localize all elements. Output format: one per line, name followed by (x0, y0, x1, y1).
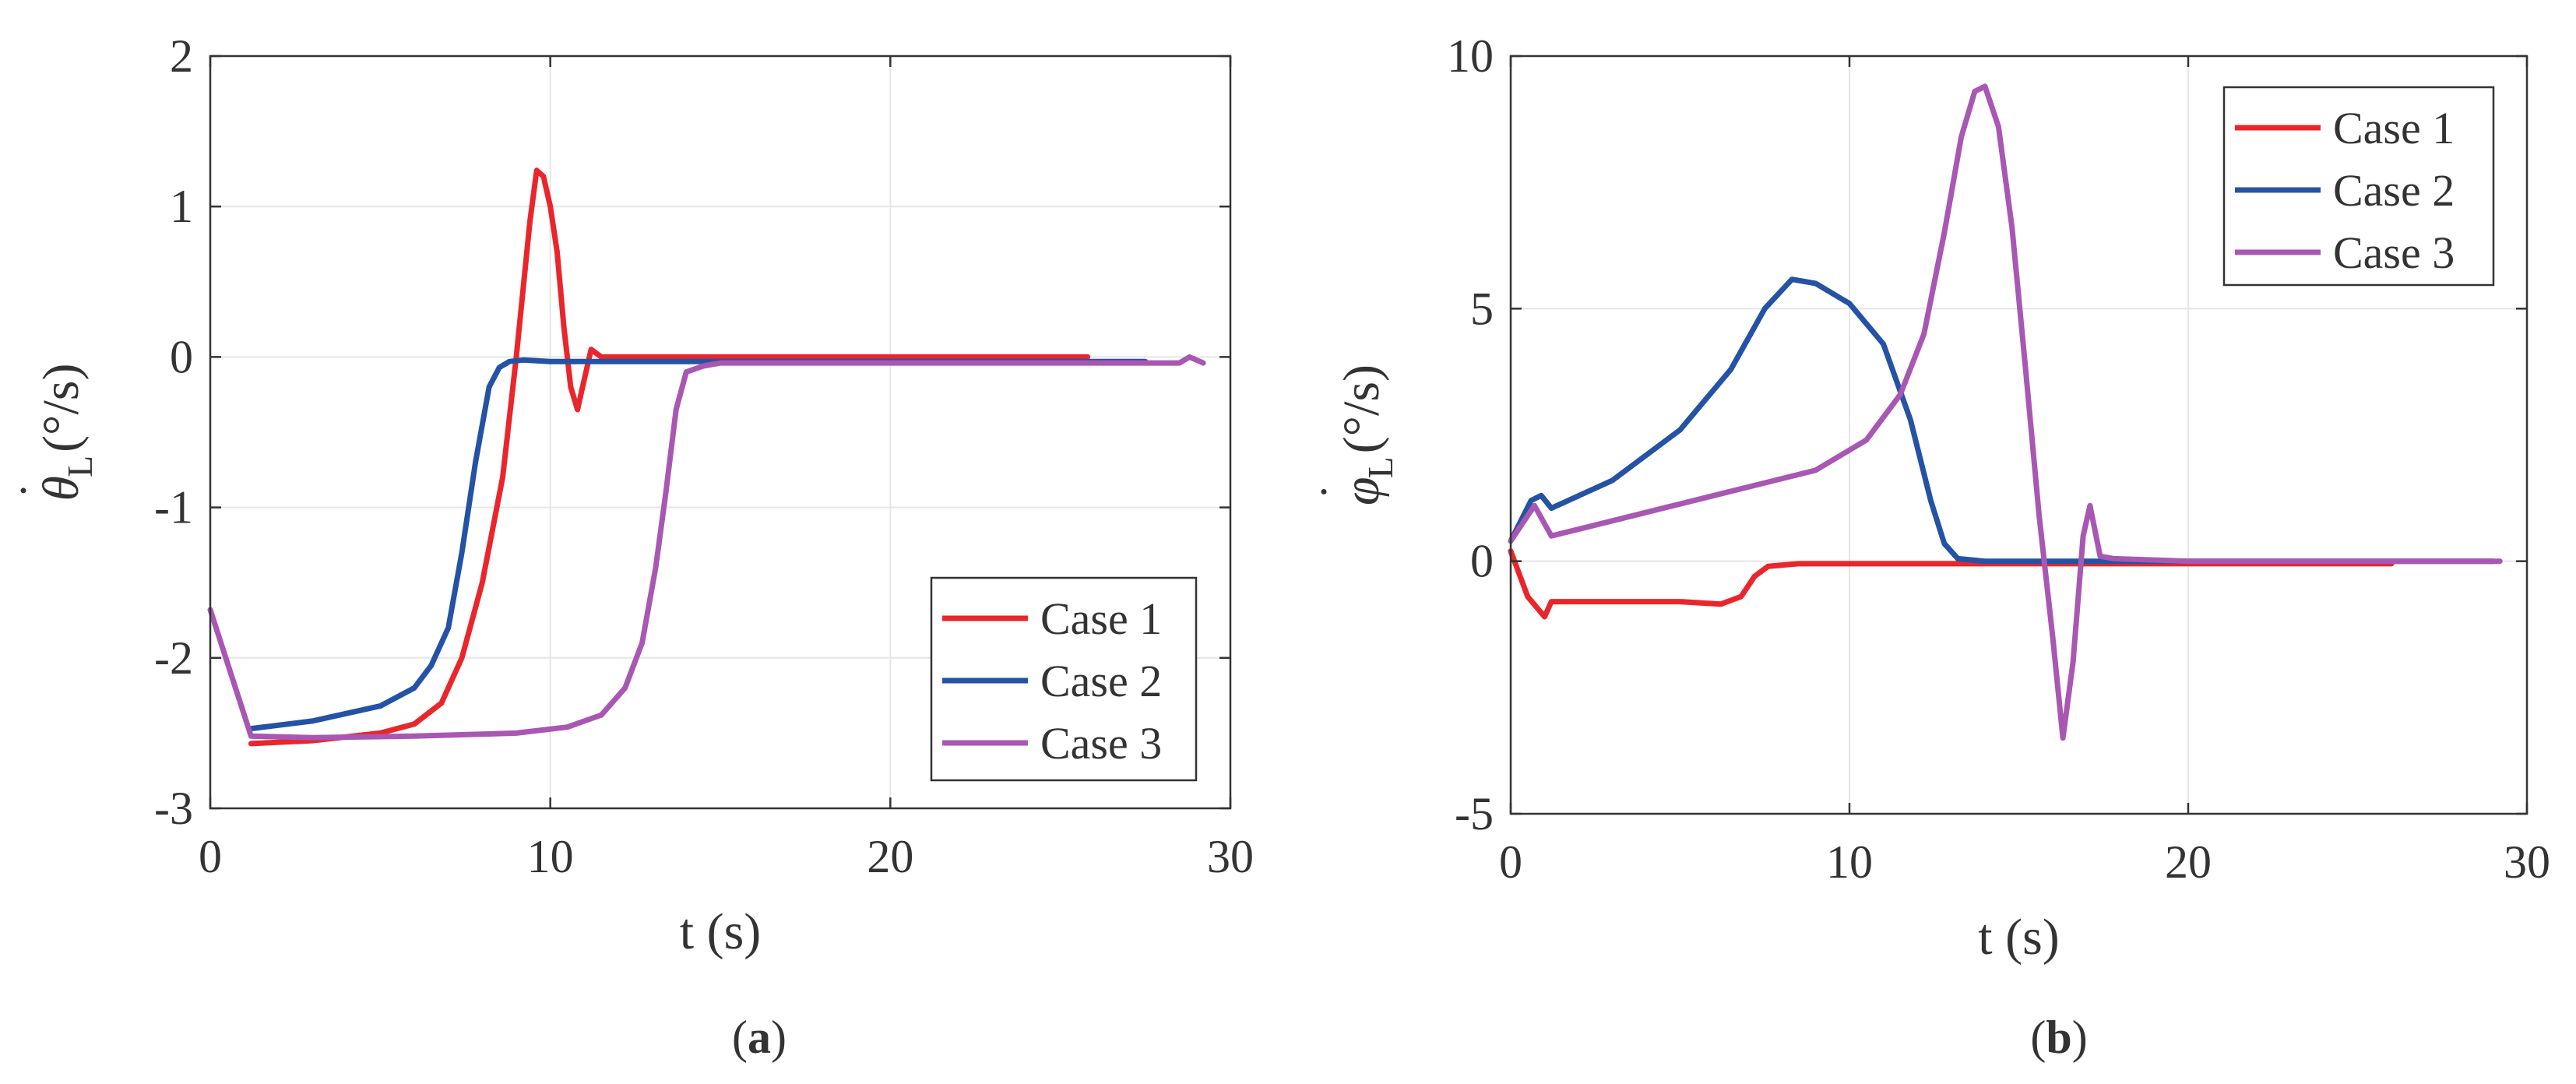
y-axis-title: φ˙ L (°/s) (1310, 364, 1400, 505)
x-tick-label: 30 (1207, 831, 1254, 882)
y-axis-title: θ˙ L (°/s) (9, 364, 100, 502)
caption-b: (b) (2030, 1012, 2087, 1063)
y-tick-label: -5 (1455, 788, 1494, 839)
y-tick-label: -1 (154, 482, 193, 533)
y-axis-subscript: L (60, 456, 100, 477)
axes-box (1509, 55, 2528, 815)
x-tick-label: 20 (2165, 836, 2212, 888)
y-tick-label: 0 (170, 331, 193, 382)
x-tick-label: 0 (1499, 836, 1522, 888)
series-line-case-2 (1508, 276, 2496, 565)
x-tick-label: 10 (1826, 836, 1873, 888)
y-tick-label: 0 (1470, 536, 1494, 587)
series-line-case-3 (1508, 83, 2503, 741)
y-axis-symbol: θ (33, 476, 90, 501)
legend-label-case-3: Case 3 (2333, 227, 2455, 278)
y-axis-dot: ˙ (9, 482, 66, 499)
x-tick-label: 0 (199, 831, 222, 882)
legend-label-case-2: Case 2 (1040, 656, 1162, 706)
y-axis-dot: ˙ (1310, 483, 1367, 500)
y-axis-symbol: φ (1333, 477, 1390, 505)
x-tick-label: 30 (2504, 836, 2550, 888)
y-axis-unit: (°/s) (33, 364, 90, 452)
legend: Case 1 Case 2 Case 3 (2222, 86, 2495, 287)
series-line-case-1 (248, 167, 1091, 747)
y-tick-label: 10 (1447, 30, 1494, 82)
series-line-case-1 (1508, 548, 2395, 620)
legend-label-case-3: Case 3 (1040, 718, 1162, 769)
y-tick-label: -3 (154, 783, 193, 834)
y-tick-label: 2 (170, 30, 193, 82)
y-axis-unit: (°/s) (1333, 364, 1390, 453)
x-axis-title: t (s) (680, 903, 761, 960)
y-tick-label: 1 (170, 181, 193, 232)
legend-label-case-1: Case 1 (2333, 103, 2455, 153)
y-tick-label: 5 (1470, 283, 1494, 334)
y-tick-label: -2 (154, 632, 193, 684)
legend-label-case-2: Case 2 (2333, 165, 2455, 216)
axes-box (209, 55, 1232, 810)
legend: Case 1 Case 2 Case 3 (930, 576, 1198, 782)
x-tick-label: 10 (527, 831, 574, 882)
x-axis-title: t (s) (1978, 909, 2059, 966)
x-tick-label: 20 (867, 831, 913, 882)
legend-label-case-1: Case 1 (1040, 593, 1162, 644)
series-line-case-3 (207, 354, 1206, 741)
caption-a: (a) (732, 1012, 787, 1063)
y-axis-subscript: L (1360, 456, 1400, 478)
